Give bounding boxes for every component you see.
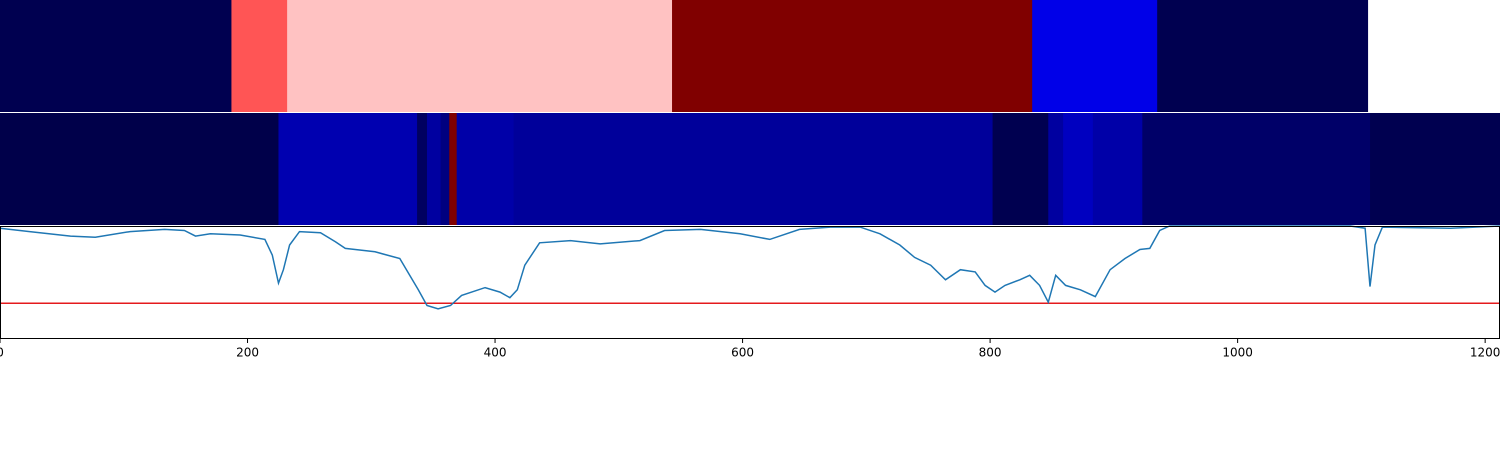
x-tick-label: 1200 — [1470, 346, 1500, 360]
x-tick-label: 200 — [236, 346, 259, 360]
heat-segment — [231, 0, 288, 112]
x-tick-label: 0 — [0, 346, 4, 360]
heat-segment — [417, 113, 428, 225]
heat-segment — [1157, 0, 1369, 112]
heat-segment — [1063, 113, 1094, 225]
x-tick-label: 400 — [484, 346, 507, 360]
data-line — [0, 225, 1500, 310]
heat-segment — [0, 0, 232, 112]
heat-segment — [1370, 113, 1500, 225]
heat-segment — [426, 113, 442, 225]
x-tick-label: 1000 — [1222, 346, 1253, 360]
heat-segment — [1032, 0, 1158, 112]
x-tick-label: 600 — [731, 346, 754, 360]
heat-segment — [440, 113, 450, 225]
x-tick-label: 800 — [979, 346, 1002, 360]
heat-segment — [449, 113, 458, 225]
heat-segment — [672, 0, 1033, 112]
heat-segment — [456, 113, 515, 225]
heat-segment — [992, 113, 1049, 225]
heat-segment — [287, 0, 673, 112]
heat-segment — [1048, 113, 1064, 225]
axes-frame — [0, 226, 1500, 339]
heat-segment — [1142, 113, 1371, 225]
heat-segment — [513, 113, 994, 225]
heat-segment — [0, 113, 279, 225]
heat-segment — [278, 113, 418, 225]
heat-segment — [1092, 113, 1143, 225]
